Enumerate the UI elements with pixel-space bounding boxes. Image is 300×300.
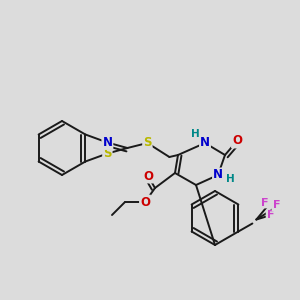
- Text: H: H: [226, 174, 234, 184]
- Text: N: N: [102, 136, 112, 149]
- Text: O: O: [232, 134, 242, 148]
- Text: F: F: [273, 200, 280, 211]
- Text: N: N: [200, 136, 210, 149]
- Text: S: S: [143, 136, 152, 149]
- Text: F: F: [267, 211, 274, 220]
- Text: S: S: [103, 147, 112, 160]
- Text: O: O: [140, 196, 150, 208]
- Text: N: N: [213, 169, 223, 182]
- Text: O: O: [143, 169, 153, 182]
- Text: F: F: [261, 197, 268, 208]
- Text: H: H: [190, 129, 200, 139]
